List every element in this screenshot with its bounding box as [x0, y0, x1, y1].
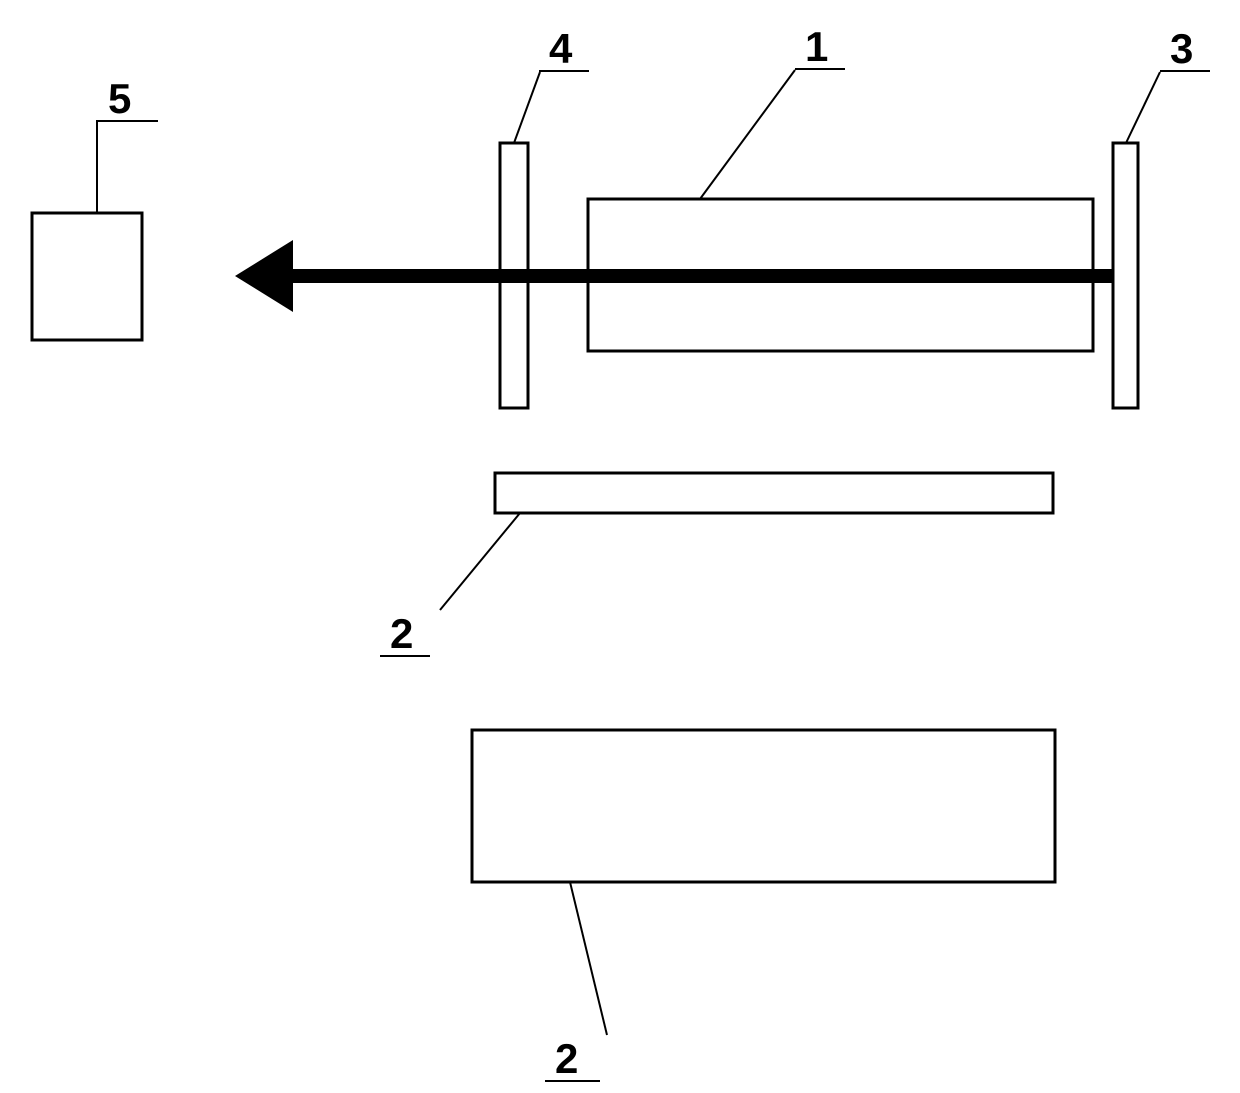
label-1: 1: [805, 23, 828, 71]
diagram-canvas: [0, 0, 1240, 1093]
label-4: 4: [549, 25, 572, 73]
label-2a: 2: [390, 610, 413, 658]
label-2b: 2: [555, 1035, 578, 1083]
label-3: 3: [1170, 25, 1193, 73]
label-5: 5: [108, 75, 131, 123]
